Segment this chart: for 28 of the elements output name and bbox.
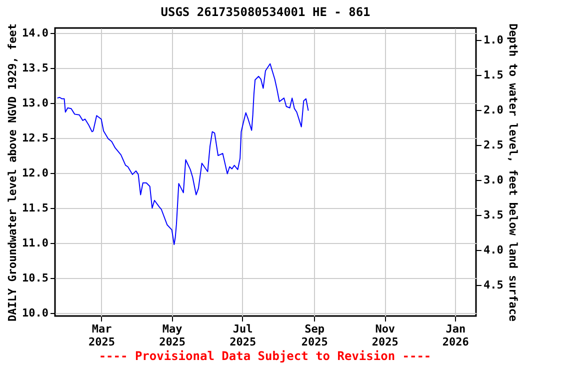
- y-tick-label: 11.5: [22, 202, 48, 215]
- x-tick-label: May 2025: [159, 322, 186, 348]
- y2-tick-label: 2.5: [484, 138, 504, 152]
- y2-tick-label: 3.0: [484, 174, 504, 187]
- y2-tick-label: 1.0: [484, 33, 504, 46]
- text: ---- Provisional Data Subject to Revision ----: [98, 349, 432, 363]
- y-tick-label: 13.5: [22, 61, 48, 74]
- y-tick-label: 12.0: [22, 166, 48, 180]
- y-tick-label: 10.0: [22, 306, 48, 320]
- y2-axis-title: Depth to water level, feet below land surface: [506, 23, 520, 322]
- chart-title: USGS 261735080534001 HE - 861: [160, 4, 370, 19]
- y-tick-label: 14.0: [22, 26, 48, 40]
- y2-tick-label: 4.5: [484, 278, 504, 292]
- y2-tick-label: 4.0: [484, 244, 504, 257]
- line-series: [56, 63, 309, 246]
- y-tick-label: 11.0: [22, 236, 48, 250]
- y2-tick-label: 2.0: [484, 103, 504, 116]
- x-tick-label: Sep 2025: [301, 322, 328, 348]
- y2-tick-label: 3.5: [484, 208, 504, 222]
- y-tick-label: 13.0: [22, 96, 48, 110]
- y2-tick-label: 1.5: [484, 68, 504, 82]
- y-tick-label: 10.5: [22, 272, 48, 285]
- x-tick-label: Mar 2025: [88, 322, 116, 348]
- x-tick-label: Jul 2025: [230, 322, 256, 348]
- y-axis-title: DAILY Groundwater level above NGVD 1929, feet: [6, 23, 20, 322]
- x-tick-label: Jan 2026: [442, 322, 470, 348]
- x-tick-label: Nov 2025: [372, 322, 398, 348]
- y-tick-label: 12.5: [22, 132, 48, 145]
